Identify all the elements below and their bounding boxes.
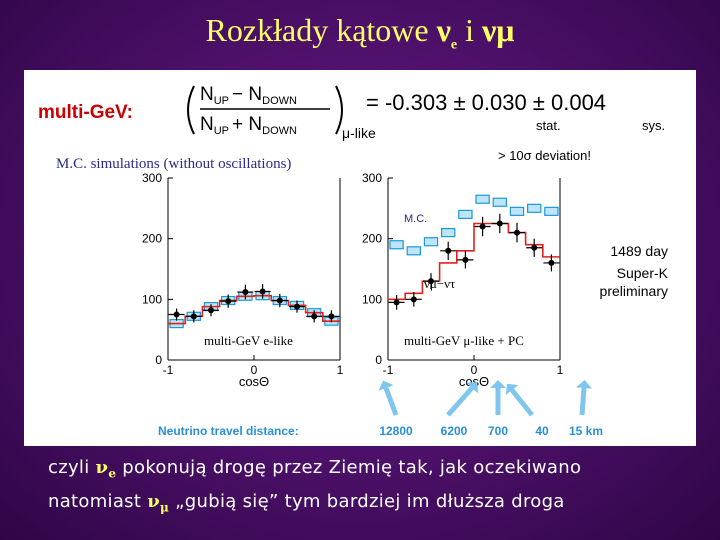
deviation-note: > 10σ deviation! bbox=[498, 148, 591, 163]
travel-arrows bbox=[378, 380, 592, 417]
travel-arrow-shaft bbox=[510, 388, 534, 417]
data-point-1 bbox=[531, 244, 538, 251]
superk-line3: preliminary bbox=[600, 283, 668, 299]
data-point-1 bbox=[514, 229, 520, 236]
y-tick-label-1: 200 bbox=[362, 232, 382, 246]
slide-title: Rozkłady kątowe νe i νμ bbox=[0, 12, 720, 53]
title-and: i bbox=[465, 12, 474, 48]
right-paren bbox=[335, 85, 343, 135]
figure-svg: multi-GeV: NUP − NDOWN NUP + NDOWN μ-like … bbox=[38, 84, 669, 438]
mc-box-1 bbox=[406, 246, 422, 256]
data-point-0 bbox=[294, 303, 300, 310]
stat-label: stat. bbox=[536, 118, 561, 133]
nu-mu-inline: νμ bbox=[147, 490, 170, 515]
mc-box-1 bbox=[492, 197, 508, 207]
numerator: NUP − NDOWN bbox=[200, 84, 297, 107]
travel-value: 12800 bbox=[379, 424, 413, 438]
travel-values: 12800 6200 700 40 15 km bbox=[379, 424, 603, 438]
y-tick-label-0: 100 bbox=[142, 292, 162, 306]
osc-label: νμ−ντ bbox=[424, 276, 455, 291]
data-point-0 bbox=[208, 307, 214, 314]
footer-text: czyli νe pokonują drogę przez Ziemię tak… bbox=[48, 454, 708, 521]
data-point-0 bbox=[259, 288, 266, 295]
formula-label: multi-GeV: bbox=[38, 102, 133, 123]
travel-arrow-head bbox=[378, 380, 394, 391]
superk-line2: Super-K bbox=[617, 265, 669, 281]
travel-arrow-shaft bbox=[579, 387, 587, 416]
travel-value: 15 km bbox=[569, 424, 603, 438]
data-point-0 bbox=[242, 289, 249, 296]
travel-arrow-head bbox=[505, 383, 519, 395]
nu-mu-symbol: νμ bbox=[482, 12, 515, 48]
data-point-1 bbox=[428, 278, 434, 285]
y-tick-label-0: 300 bbox=[142, 171, 162, 185]
title-text: Rozkłady kątowe bbox=[205, 12, 429, 48]
data-point-1 bbox=[496, 220, 503, 227]
travel-value: 40 bbox=[535, 424, 549, 438]
data-point-0 bbox=[276, 297, 283, 304]
nu-e-inline: νe bbox=[95, 457, 117, 481]
formula-result: = -0.303 ± 0.030 ± 0.004 bbox=[366, 90, 606, 115]
mc-label: M.C. bbox=[404, 213, 427, 225]
x-axis-label-1: cosΘ bbox=[459, 374, 489, 389]
y-tick-label-0: 0 bbox=[155, 353, 162, 367]
x-tick-label-0: 0 bbox=[251, 363, 258, 377]
osc-histogram-0 bbox=[168, 294, 340, 325]
y-tick-label-1: 100 bbox=[362, 292, 382, 306]
denominator: NUP + NDOWN bbox=[200, 114, 297, 137]
data-point-0 bbox=[311, 313, 318, 320]
footer-line-2: natomiast νμ „gubią się” tym bardziej im… bbox=[48, 490, 565, 515]
travel-value: 6200 bbox=[441, 424, 468, 438]
mc-box-1 bbox=[475, 194, 490, 204]
data-point-0 bbox=[173, 311, 180, 318]
plot-name-label-1: multi-GeV μ-like + PC bbox=[404, 333, 524, 348]
data-point-1 bbox=[410, 296, 417, 303]
travel-value: 700 bbox=[488, 424, 508, 438]
data-point-0 bbox=[225, 298, 232, 305]
data-point-1 bbox=[548, 259, 555, 266]
y-tick-label-0: 200 bbox=[142, 232, 162, 246]
sys-label: sys. bbox=[642, 118, 665, 133]
superk-line1: 1489 day bbox=[610, 243, 668, 259]
travel-label: Neutrino travel distance: bbox=[158, 424, 299, 438]
x-tick-label-1: 1 bbox=[557, 363, 564, 377]
data-point-1 bbox=[462, 256, 469, 263]
data-point-1 bbox=[479, 223, 486, 230]
mc-simulations-label: M.C. simulations (without oscillations) bbox=[56, 156, 291, 172]
y-tick-label-1: 300 bbox=[362, 171, 382, 185]
travel-arrow-head bbox=[466, 382, 478, 394]
travel-arrow-shaft bbox=[383, 387, 399, 416]
x-axis-label-0: cosΘ bbox=[239, 374, 269, 389]
figure-panel: multi-GeV: NUP − NDOWN NUP + NDOWN μ-like … bbox=[24, 70, 696, 446]
left-paren bbox=[187, 85, 195, 135]
mc-box-1 bbox=[441, 228, 456, 238]
mc-box-1 bbox=[423, 237, 439, 247]
travel-arrow-head bbox=[576, 380, 592, 389]
x-tick-label-1: -1 bbox=[383, 363, 394, 377]
travel-arrow-shaft bbox=[446, 386, 474, 417]
data-point-1 bbox=[393, 299, 400, 306]
footer-line-1: czyli νe pokonują drogę przez Ziemię tak… bbox=[48, 457, 582, 481]
data-point-0 bbox=[190, 313, 197, 320]
plot-name-label-0: multi-GeV e-like bbox=[204, 333, 293, 348]
x-tick-label-1: 0 bbox=[471, 363, 478, 377]
mc-box-1 bbox=[509, 206, 525, 216]
mc-box-1 bbox=[527, 203, 542, 213]
mu-like-suffix: μ-like bbox=[342, 125, 376, 141]
mc-box-1 bbox=[389, 240, 404, 250]
data-point-0 bbox=[328, 313, 335, 320]
nu-e-symbol: νe bbox=[436, 12, 458, 53]
mc-box-1 bbox=[458, 209, 473, 219]
y-tick-label-1: 0 bbox=[375, 353, 382, 367]
mc-box-1 bbox=[544, 206, 559, 216]
data-point-1 bbox=[445, 247, 452, 254]
x-tick-label-0: -1 bbox=[163, 363, 174, 377]
osc-histogram-1 bbox=[388, 222, 560, 301]
x-tick-label-0: 1 bbox=[337, 363, 344, 377]
travel-arrow-head bbox=[490, 380, 506, 388]
